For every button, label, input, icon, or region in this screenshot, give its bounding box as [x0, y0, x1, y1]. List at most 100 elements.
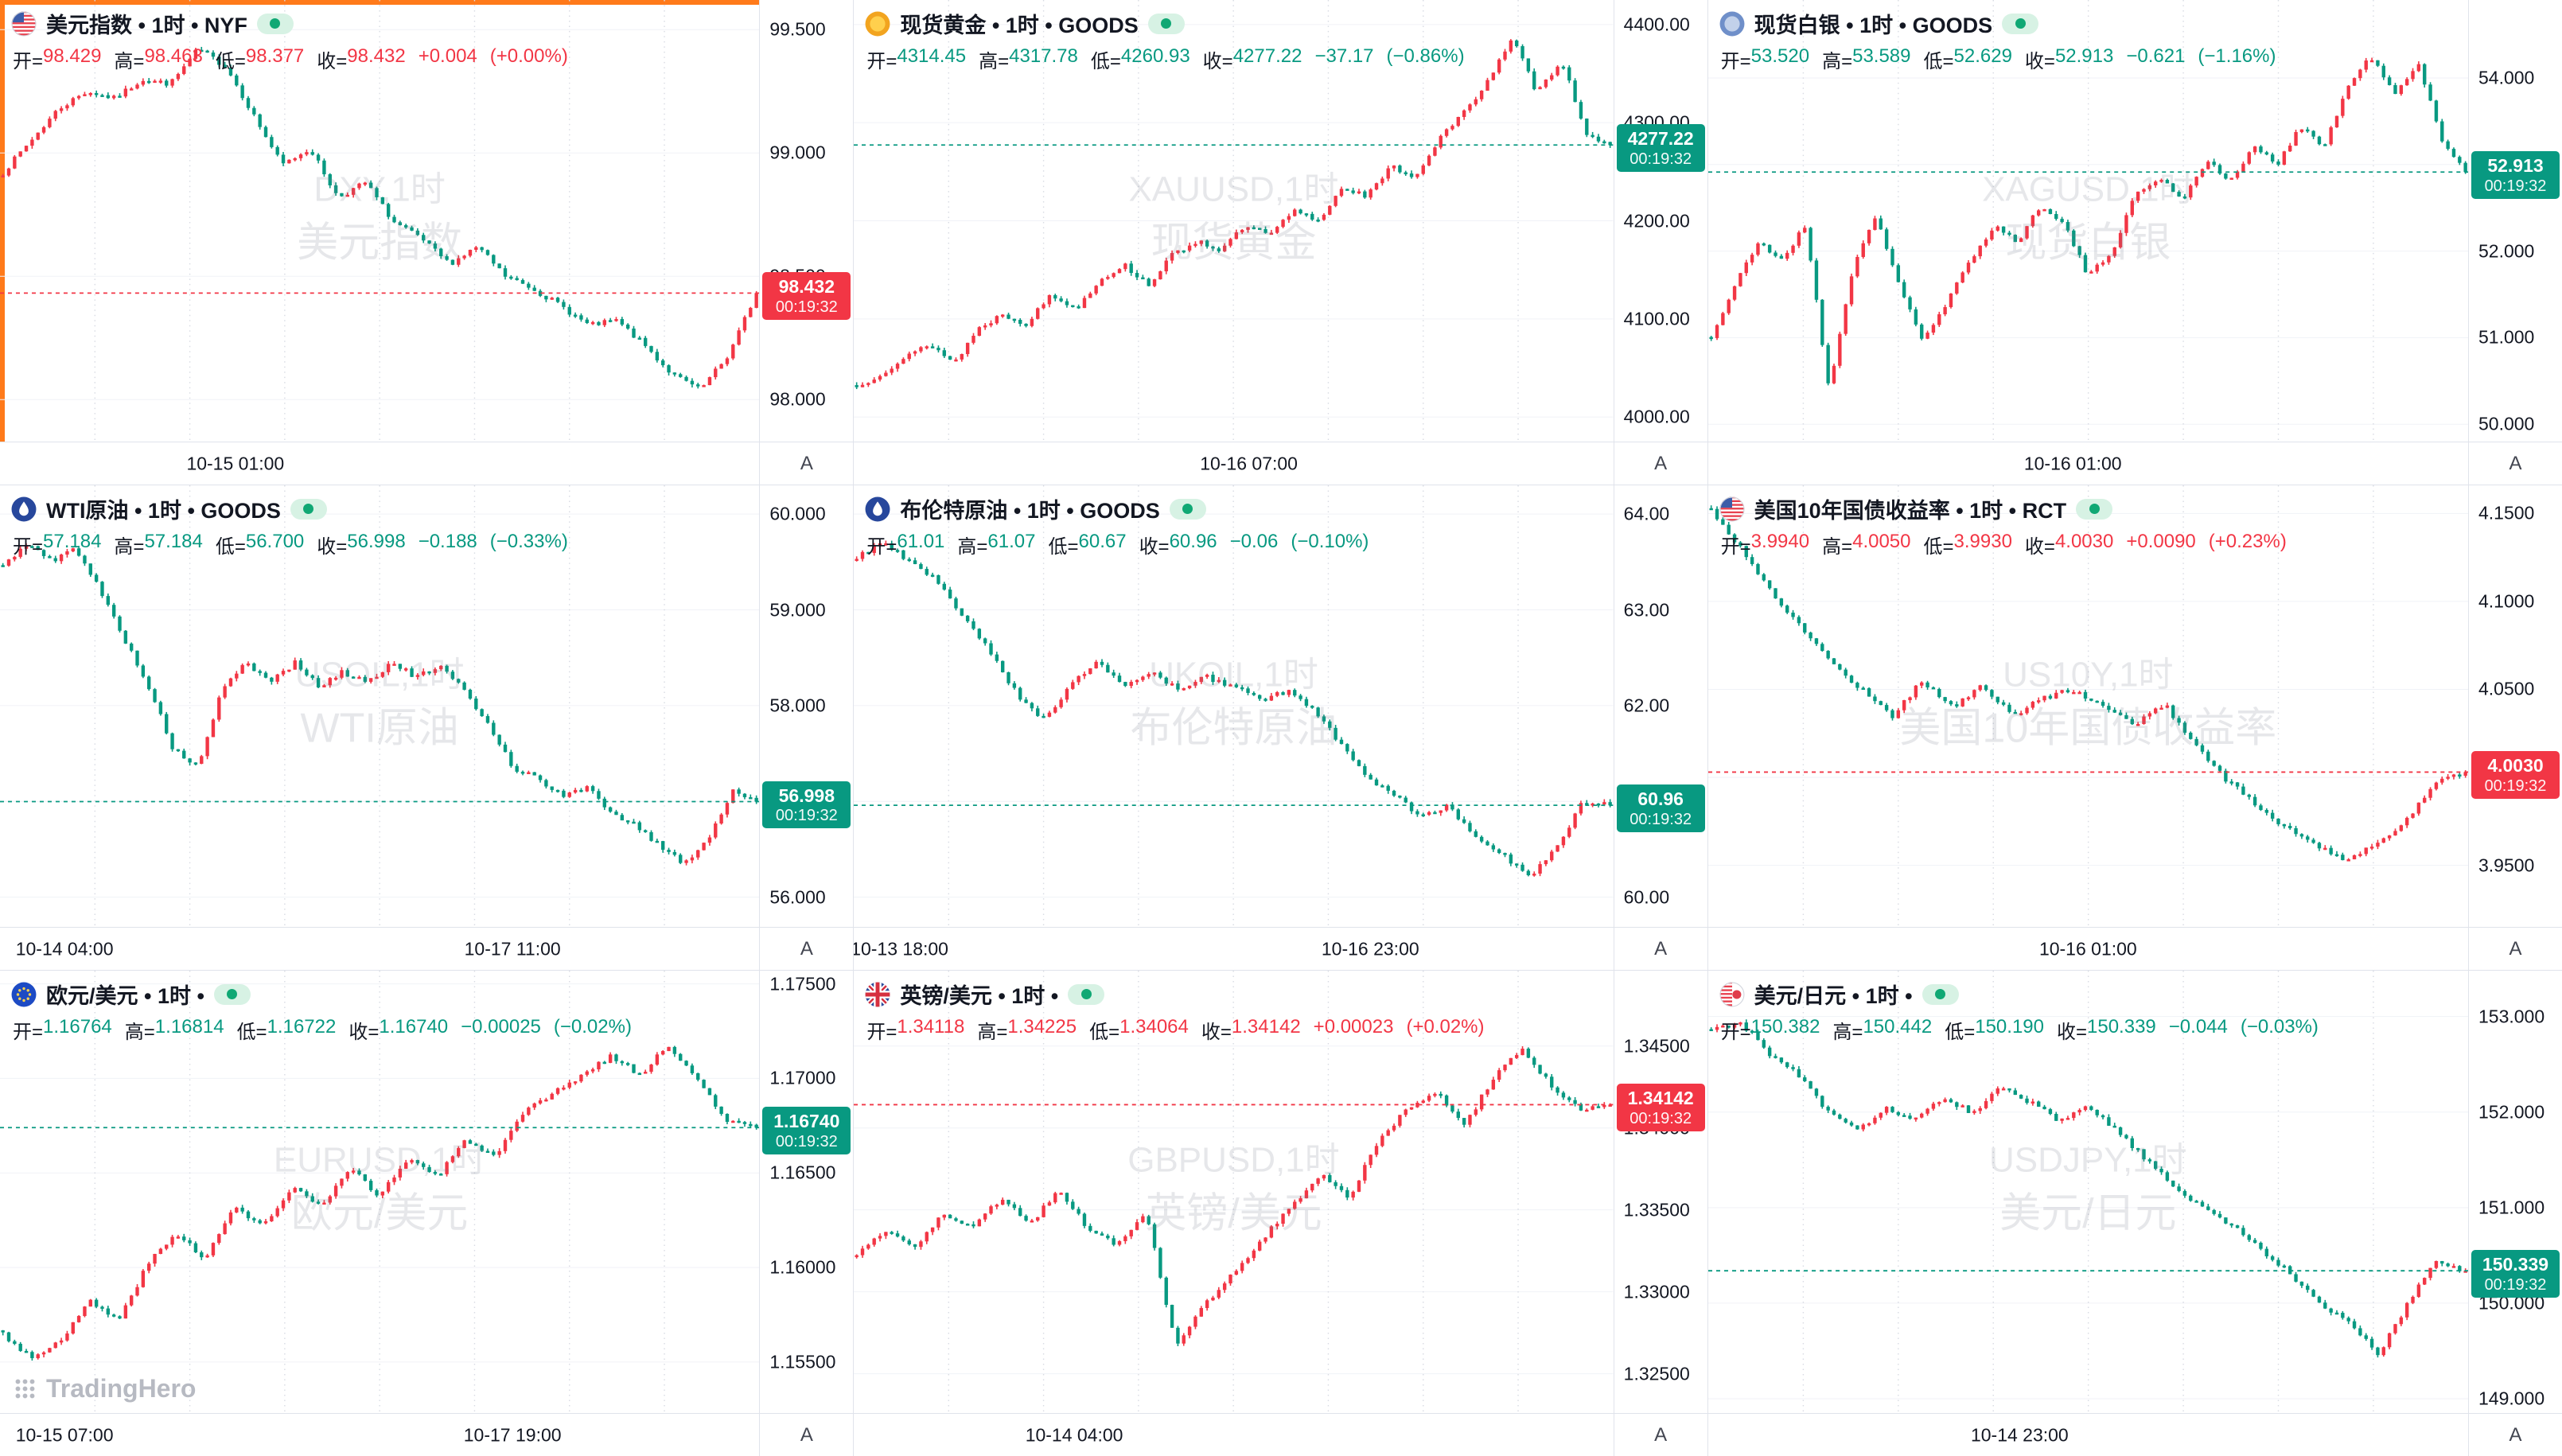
countdown-timer: 00:19:32	[1629, 810, 1692, 828]
time-axis[interactable]: 10-15 01:00	[0, 442, 760, 485]
change-value: −37.17	[1314, 45, 1374, 67]
status-dot-icon	[1182, 504, 1193, 514]
candlestick-chart[interactable]	[0, 485, 760, 927]
chart-panel-eurusd[interactable]: EURUSD,1时 欧元/美元 欧元/美元 • 1时 • 开= 1.16764 高…	[0, 971, 855, 1456]
price-axis[interactable]: 4277.22 00:19:32 4400.00 4300.00 4200.00 41…	[1613, 0, 1707, 442]
status-dot-icon	[2015, 18, 2026, 29]
chart-area[interactable]: XAUUSD,1时 现货黄金 现货黄金 • 1时 • GOODS 开=4314.…	[854, 0, 1614, 442]
chart-area[interactable]: USDJPY,1时 美元/日元 美元/日元 • 1时 • 开= 150.382 高…	[1707, 971, 2468, 1413]
high-pair: 高= 1.16814	[125, 1016, 224, 1044]
auto-scale-button[interactable]: A	[1654, 452, 1668, 474]
candlestick-chart[interactable]	[854, 0, 1614, 442]
axis-tick: 51.000	[2478, 326, 2535, 348]
time-axis[interactable]: 10-16 07:00	[854, 442, 1614, 485]
status-pill[interactable]	[1169, 498, 1206, 520]
time-axis[interactable]: 10-16 01:00	[1707, 442, 2468, 485]
close-label: 收=	[2057, 1022, 2088, 1043]
chart-header: 英镑/美元 • 1时 •	[865, 979, 1105, 1010]
chart-panel-usoil[interactable]: USOIL,1时 WTI原油 WTI原油 • 1时 • GOODS 开= 57.1…	[0, 485, 855, 971]
axis-tick: 4.1500	[2478, 502, 2535, 524]
auto-scale-button[interactable]: A	[800, 1423, 813, 1446]
axis-corner: A	[759, 927, 854, 970]
price-axis[interactable]: 150.339 00:19:32 153.000 152.000 151.000 15…	[2468, 971, 2562, 1413]
price-axis[interactable]: 1.16740 00:19:32 1.17500 1.17000 1.16500 1.…	[759, 971, 854, 1413]
low-pair: 低= 98.377	[216, 45, 304, 73]
axis-corner: A	[2468, 927, 2562, 970]
status-pill[interactable]	[213, 983, 251, 1005]
candlestick-chart[interactable]	[0, 0, 760, 442]
chart-header: 现货黄金 • 1时 • GOODS	[865, 8, 1185, 39]
change-percent: (−1.16%)	[2198, 45, 2276, 67]
time-axis[interactable]: 10-13 18:00 10-16 23:00	[854, 927, 1614, 970]
status-pill[interactable]	[256, 13, 294, 34]
high-pair: 高= 98.463	[114, 45, 202, 73]
high-value: 98.463	[144, 45, 203, 67]
chart-area[interactable]: GBPUSD,1时 英镑/美元 英镑/美元 • 1时 • 开= 1.34118 高…	[854, 971, 1614, 1413]
status-pill[interactable]	[2002, 13, 2039, 34]
chart-panel-dxy[interactable]: DXY,1时 美元指数 美元指数 • 1时 • NYF 开= 98.429 高= 9…	[0, 0, 855, 485]
auto-scale-button[interactable]: A	[2509, 452, 2522, 474]
auto-scale-button[interactable]: A	[800, 452, 813, 474]
close-pair: 收= 1.16740	[348, 1016, 448, 1044]
axis-tick: 63.00	[1623, 599, 1670, 620]
close-value: 52.913	[2054, 45, 2114, 67]
axis-tick: 1.17000	[769, 1067, 836, 1088]
axis-tick: 56.000	[769, 886, 826, 908]
time-axis[interactable]: 10-14 04:00	[854, 1413, 1614, 1456]
countdown-timer: 00:19:32	[775, 298, 838, 316]
open-value: 150.382	[1750, 1016, 1820, 1037]
close-pair: 收= 4277.22	[1203, 45, 1302, 73]
status-pill[interactable]	[1147, 13, 1185, 34]
status-dot-icon	[1935, 989, 1946, 999]
open-pair: 开= 57.184	[13, 531, 101, 559]
auto-scale-button[interactable]: A	[2509, 937, 2522, 960]
time-label: 10-14 04:00	[1025, 1424, 1123, 1445]
axis-tick: 1.33500	[1623, 1199, 1690, 1220]
price-axis[interactable]: 1.34142 00:19:32 1.345001.340001.335001.…	[1613, 971, 1707, 1413]
chart-area[interactable]: XAGUSD,1时 现货白银 现货白银 • 1时 • GOODS 开= 53.52…	[1707, 0, 2468, 442]
ohlc-readout: 开= 4314.45 高= 4317.78 低= 4260.93 收= 4277.22 …	[866, 45, 1464, 73]
time-axis[interactable]: 10-15 07:00 10-17 19:00	[0, 1413, 760, 1456]
status-pill[interactable]	[1922, 983, 1959, 1005]
chart-panel-us10y[interactable]: US10Y,1时 美国10年国债收益率 美国10年国债收益率 • 1时 • RC…	[1707, 485, 2562, 971]
chart-area[interactable]: UKOIL,1时 布伦特原油 布伦特原油 • 1时 • GOODS 开= 61.0…	[854, 485, 1614, 927]
current-price-label: 60.96 00:19:32	[1616, 784, 1705, 832]
chart-panel-usdjpy[interactable]: USDJPY,1时 美元/日元 美元/日元 • 1时 • 开= 150.382 高…	[1707, 971, 2562, 1456]
chart-title: 欧元/美元 • 1时 •	[46, 984, 204, 1008]
candlestick-chart[interactable]	[854, 971, 1614, 1413]
chart-panel-xauusd[interactable]: XAUUSD,1时 现货黄金 现货黄金 • 1时 • GOODS 开=4314.…	[854, 0, 1708, 485]
time-axis[interactable]: 10-14 23:00	[1707, 1413, 2468, 1456]
price-axis[interactable]: 52.913 00:19:32 54.00053.00052.00051.000…	[2468, 0, 2562, 442]
chart-title: 美国10年国债收益率 • 1时 • RCT	[1754, 499, 2067, 523]
us-flag-icon	[1719, 496, 1745, 522]
status-pill[interactable]	[1068, 983, 1105, 1005]
candlestick-chart[interactable]	[1707, 0, 2468, 442]
auto-scale-button[interactable]: A	[800, 937, 813, 960]
chart-panel-gbpusd[interactable]: GBPUSD,1时 英镑/美元 英镑/美元 • 1时 • 开= 1.34118 高…	[854, 971, 1708, 1456]
change-value: −0.044	[2168, 1016, 2228, 1037]
status-pill[interactable]	[290, 498, 327, 520]
price-axis[interactable]: 4.0030 00:19:32 4.15004.10004.05004.0000…	[2468, 485, 2562, 927]
candlestick-chart[interactable]	[0, 971, 760, 1413]
chart-area[interactable]: DXY,1时 美元指数 美元指数 • 1时 • NYF 开= 98.429 高= 9…	[0, 0, 760, 442]
price-axis[interactable]: 56.998 00:19:32 60.00059.00058.00057.000…	[759, 485, 854, 927]
candlestick-chart[interactable]	[1707, 971, 2468, 1413]
time-axis[interactable]: 10-16 01:00	[1707, 927, 2468, 970]
status-pill[interactable]	[2076, 498, 2113, 520]
close-value: 4277.22	[1232, 45, 1302, 67]
chart-panel-xagusd[interactable]: XAGUSD,1时 现货白银 现货白银 • 1时 • GOODS 开= 53.52…	[1707, 0, 2562, 485]
chart-area[interactable]: EURUSD,1时 欧元/美元 欧元/美元 • 1时 • 开= 1.16764 高…	[0, 971, 760, 1413]
auto-scale-button[interactable]: A	[2509, 1423, 2522, 1446]
auto-scale-button[interactable]: A	[1654, 1423, 1668, 1446]
low-label: 低=	[1090, 51, 1121, 72]
chart-panel-ukoil[interactable]: UKOIL,1时 布伦特原油 布伦特原油 • 1时 • GOODS 开= 61.0…	[854, 485, 1708, 971]
chart-title: 现货黄金 • 1时 • GOODS	[900, 14, 1139, 37]
auto-scale-button[interactable]: A	[1654, 937, 1668, 960]
chart-area[interactable]: USOIL,1时 WTI原油 WTI原油 • 1时 • GOODS 开= 57.1…	[0, 485, 760, 927]
chart-area[interactable]: US10Y,1时 美国10年国债收益率 美国10年国债收益率 • 1时 • RC…	[1707, 485, 2468, 927]
candlestick-chart[interactable]	[854, 485, 1614, 927]
ohlc-readout: 开= 150.382 高= 150.442 低= 150.190 收= 150.339 …	[1721, 1016, 2319, 1044]
time-axis[interactable]: 10-14 04:00 10-17 11:00	[0, 927, 760, 970]
